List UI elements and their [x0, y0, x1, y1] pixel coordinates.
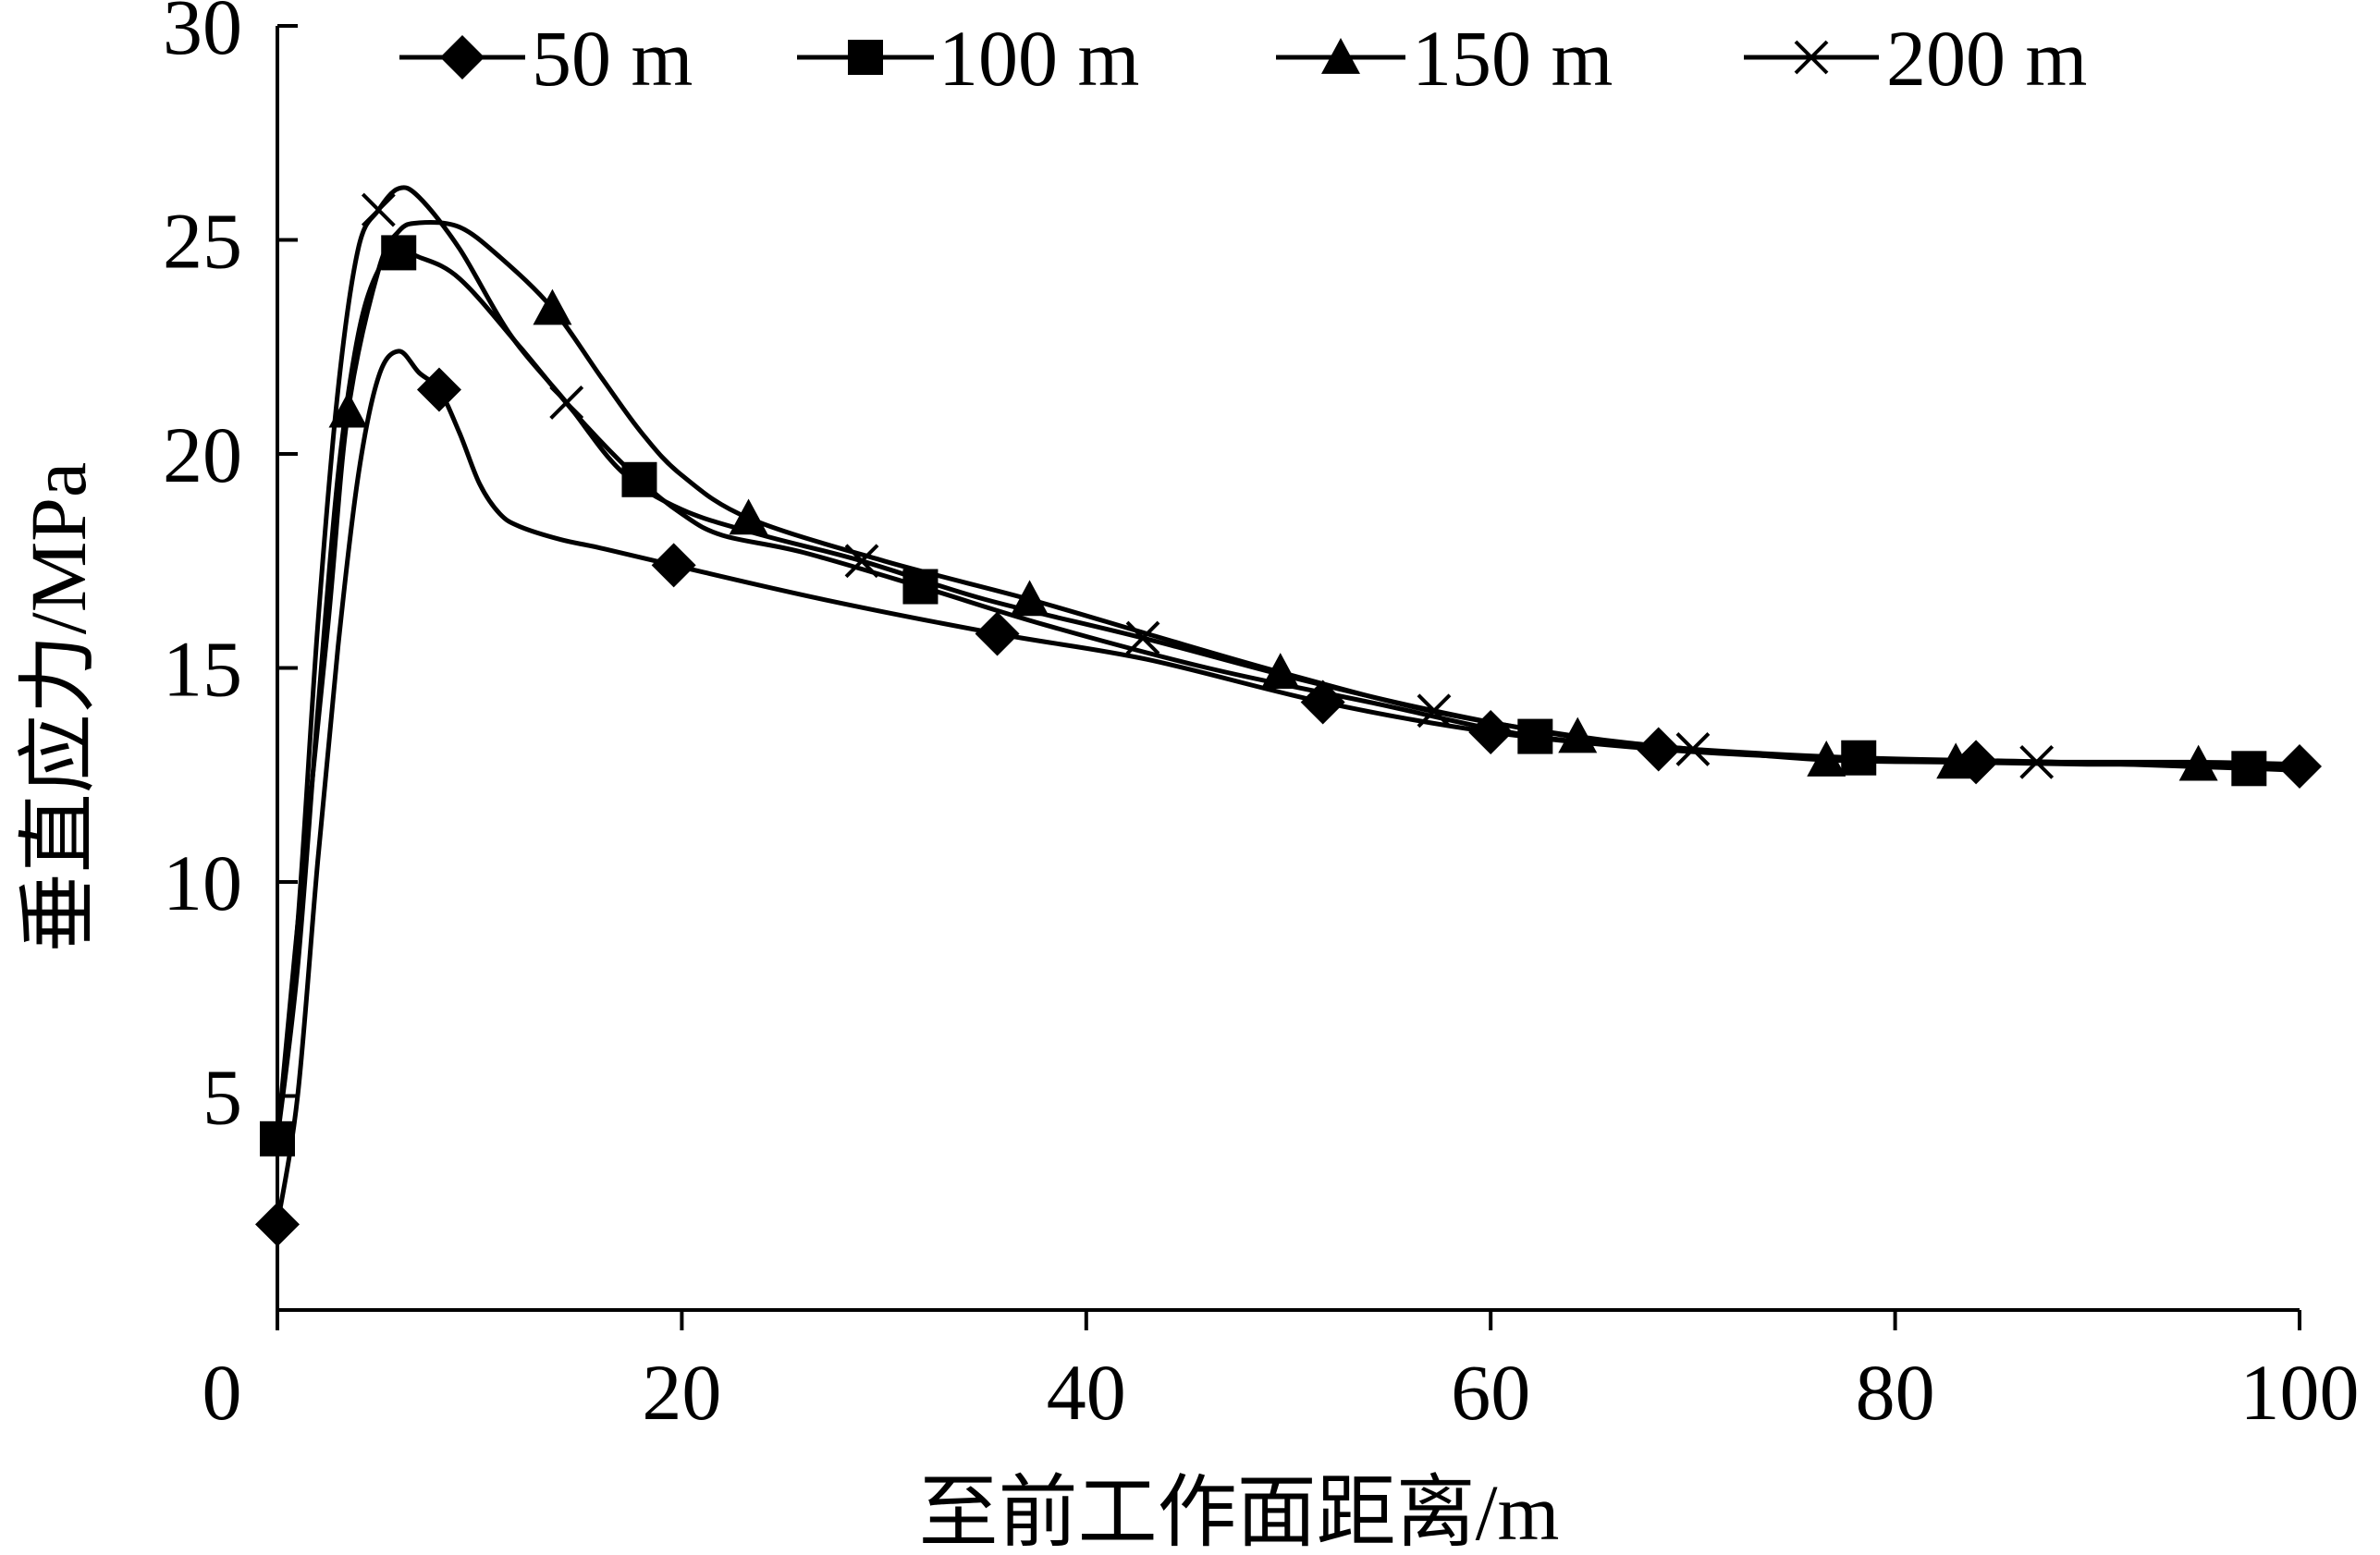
x-tick-label: 20: [642, 1348, 721, 1437]
data-point-marker: [2231, 751, 2267, 787]
legend-item: 150 m: [1276, 14, 1613, 103]
legend-item: 100 m: [797, 14, 1139, 103]
data-point-marker: [1417, 693, 1452, 729]
legend-label: 200 m: [1886, 14, 2087, 103]
legend-marker: [1321, 38, 1360, 74]
data-point-marker: [533, 288, 572, 325]
data-point-marker: [1558, 716, 1598, 753]
series-diamond: [255, 349, 2322, 1247]
data-point-marker: [381, 235, 417, 271]
data-point-marker: [1260, 653, 1300, 689]
legend-item: 200 m: [1744, 14, 2087, 103]
y-tick-label: 25: [163, 197, 242, 286]
data-point-marker: [844, 544, 879, 579]
data-point-marker: [255, 1202, 300, 1247]
y-tick-label: 30: [163, 0, 242, 71]
x-tick-label: 60: [1451, 1348, 1530, 1437]
legend-marker: [1794, 40, 1829, 75]
series-square: [260, 235, 2300, 1157]
data-point-marker: [1517, 718, 1553, 754]
data-point-marker: [549, 386, 584, 420]
x-tick-label: 0: [202, 1348, 242, 1437]
data-point-marker: [1675, 732, 1711, 766]
y-tick-label: 20: [163, 410, 242, 499]
x-tick-label: 100: [2240, 1348, 2360, 1437]
legend-label: 50 m: [532, 14, 693, 103]
legend-marker: [848, 40, 883, 75]
data-point-marker: [975, 611, 1020, 656]
y-axis-title: 垂直应力/MPa: [14, 462, 103, 952]
data-point-marker: [729, 498, 768, 535]
series-line: [275, 185, 2300, 1140]
data-point-marker: [2019, 744, 2055, 779]
legend-label: 100 m: [939, 14, 1139, 103]
data-point-marker: [361, 192, 396, 227]
y-tick-label: 10: [163, 839, 242, 927]
x-tick-label: 40: [1047, 1348, 1126, 1437]
legend-item: 50 m: [399, 14, 693, 103]
y-tick-label: 15: [163, 625, 242, 714]
y-tick-label: 5: [202, 1053, 242, 1142]
data-point-marker: [416, 367, 461, 412]
series-line: [275, 349, 2300, 1225]
series-cross: [275, 185, 2300, 1140]
legend-marker: [440, 35, 485, 80]
series-triangle: [275, 219, 2300, 1140]
x-axis-title: 至前工作面距离/m: [919, 1468, 1560, 1550]
x-tick-label: 80: [1856, 1348, 1935, 1437]
data-point-marker: [328, 391, 368, 428]
data-point-marker: [651, 543, 696, 588]
legend-label: 150 m: [1412, 14, 1613, 103]
data-point-marker: [1125, 620, 1160, 655]
